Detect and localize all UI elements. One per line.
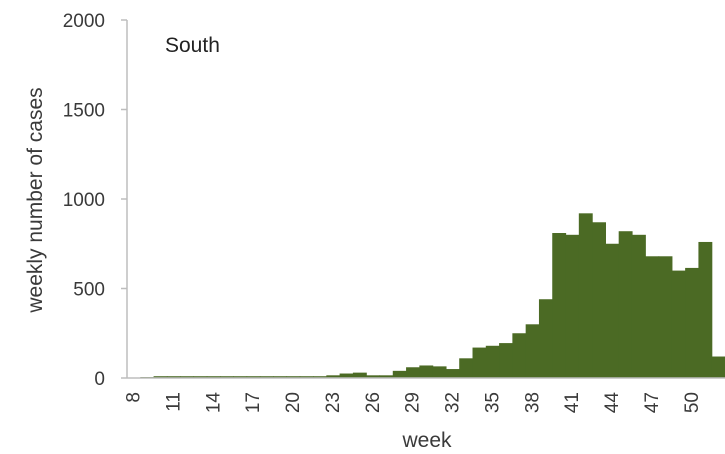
bar-week-49 [671, 270, 686, 378]
bar-week-23 [326, 375, 341, 378]
bar-week-25 [352, 372, 367, 378]
y-tick-label-2000: 2000 [63, 11, 105, 32]
x-tick-label-41: 41 [562, 392, 583, 413]
bar-week-16 [233, 376, 248, 378]
bar-week-18 [259, 376, 274, 378]
x-tick-label-47: 47 [642, 392, 663, 413]
bar-week-27 [379, 375, 394, 378]
bar-week-45 [618, 231, 633, 378]
bar-week-20 [286, 376, 301, 378]
bar-week-14 [206, 376, 221, 378]
bar-week-21 [299, 376, 314, 378]
x-tick-label-38: 38 [522, 392, 543, 413]
bar-week-48 [658, 256, 673, 378]
x-tick-label-32: 32 [443, 392, 464, 413]
bar-week-28 [392, 370, 407, 378]
bar-week-30 [419, 365, 434, 378]
x-tick-label-14: 14 [203, 392, 224, 414]
bar-week-35 [485, 345, 500, 378]
bar-week-33 [459, 358, 474, 378]
bar-week-24 [339, 373, 354, 378]
bar-week-34 [472, 347, 487, 378]
bar-week-17 [246, 376, 261, 378]
plot-area: 0 500 1000 1500 2000 8 11 14 17 20 23 26 29 32 35 38 41 4… [63, 11, 725, 413]
bar-week-15 [220, 376, 234, 378]
bar-week-19 [273, 376, 288, 378]
x-tick-label-11: 11 [164, 392, 185, 412]
x-tick-label-44: 44 [602, 392, 623, 414]
panel-label-south: South [165, 34, 220, 57]
y-axis-title: weekly number of cases [24, 87, 47, 313]
bar-week-13 [193, 376, 208, 378]
bar-week-31 [432, 366, 447, 378]
bar-week-38 [525, 324, 540, 378]
bar-week-44 [605, 243, 620, 378]
bar-week-46 [631, 234, 646, 378]
y-tick-label-0: 0 [94, 369, 105, 390]
y-tick-label-1500: 1500 [63, 101, 105, 122]
x-tick-label-23: 23 [323, 392, 344, 413]
bar-week-37 [512, 333, 527, 378]
bar-week-29 [406, 367, 420, 378]
x-tick-label-50: 50 [682, 392, 703, 413]
bar-week-36 [499, 343, 513, 378]
y-tick-label-1000: 1000 [63, 190, 105, 211]
bar-week-10 [153, 376, 168, 378]
bar-week-11 [166, 376, 181, 378]
x-tick-label-29: 29 [403, 392, 424, 413]
bar-week-22 [313, 376, 327, 378]
x-tick-label-20: 20 [283, 392, 304, 413]
bar-week-26 [366, 375, 381, 378]
bar-week-43 [592, 222, 606, 378]
bar-week-42 [578, 213, 593, 378]
bar-week-41 [565, 234, 580, 378]
x-tick-label-26: 26 [363, 392, 384, 413]
bar-week-39 [538, 299, 553, 378]
bar-week-52 [711, 356, 725, 378]
bar-week-12 [180, 376, 195, 378]
x-axis-title: week [401, 429, 452, 452]
y-tick-label-500: 500 [73, 280, 105, 301]
bar-week-47 [645, 256, 660, 378]
bar-week-50 [685, 267, 700, 378]
bar-week-51 [698, 241, 713, 378]
bar-week-40 [552, 233, 567, 378]
x-tick-label-35: 35 [482, 392, 503, 413]
x-tick-label-8: 8 [124, 392, 145, 403]
bar-week-32 [445, 369, 460, 378]
x-tick-label-17: 17 [243, 392, 264, 413]
